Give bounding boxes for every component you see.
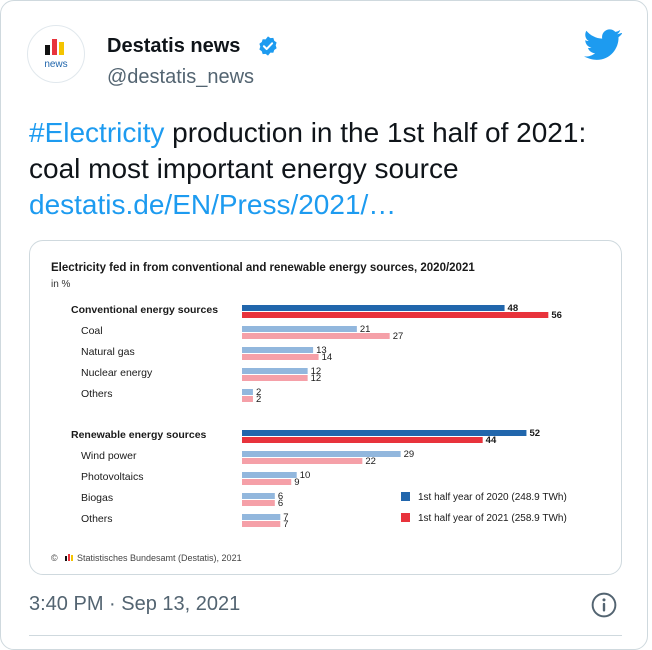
divider (29, 635, 622, 636)
category-label: Nuclear energy (81, 367, 153, 379)
twitter-bird-icon[interactable] (584, 29, 622, 61)
data-label: 12 (311, 373, 322, 384)
tweet-timestamp[interactable]: 3:40 PM · Sep 13, 2021 (29, 593, 241, 615)
destatis-logo-bars (45, 39, 69, 55)
data-label: 13 (316, 345, 327, 356)
data-label: 29 (404, 449, 415, 460)
bar (242, 333, 390, 339)
data-label: 52 (529, 428, 540, 439)
data-label: 7 (283, 512, 288, 523)
data-label: 9 (294, 477, 299, 488)
source-logo-icon (65, 554, 73, 561)
data-label: 22 (365, 456, 376, 467)
bar (242, 375, 308, 381)
bar (242, 479, 292, 485)
avatar[interactable]: news (27, 25, 85, 83)
data-label: 6 (278, 491, 283, 502)
category-label: Coal (81, 325, 103, 337)
bar (242, 312, 549, 318)
data-label: 12 (311, 366, 322, 377)
avatar-label: news (44, 59, 68, 70)
tweet-text: #Electricity production in the 1st half … (29, 115, 619, 223)
legend-swatch (401, 513, 410, 522)
bar (242, 458, 363, 464)
bar (242, 493, 275, 499)
data-label: 2 (256, 387, 261, 398)
bar (242, 430, 527, 436)
category-label: Renewable energy sources (71, 429, 207, 441)
category-label: Others (81, 388, 113, 400)
bar (242, 326, 357, 332)
bar (242, 347, 314, 353)
legend-label: 1st half year of 2021 (258.9 TWh) (418, 513, 567, 524)
bar-chart: Electricity fed in from conventional and… (51, 262, 567, 563)
bar (242, 368, 308, 374)
data-label: 14 (322, 352, 333, 363)
bar (242, 389, 253, 395)
bar (242, 437, 483, 443)
chart-image-card[interactable]: Electricity fed in from conventional and… (29, 240, 622, 575)
category-label: Conventional energy sources (71, 304, 218, 316)
copyright-symbol: © (51, 553, 58, 563)
category-label: Photovoltaics (81, 471, 143, 483)
data-label: 56 (551, 310, 562, 321)
data-label: 48 (508, 303, 519, 314)
legend-swatch (401, 492, 410, 501)
data-label: 2 (256, 394, 261, 405)
chart-subtitle: in % (51, 279, 71, 290)
category-label: Natural gas (81, 346, 135, 358)
hashtag-link[interactable]: #Electricity (29, 117, 165, 148)
bar (242, 396, 253, 402)
bar (242, 451, 401, 457)
author-handle[interactable]: @destatis_news (107, 66, 255, 88)
data-label: 44 (486, 435, 497, 446)
url-link[interactable]: destatis.de/EN/Press/2021/… (29, 189, 397, 220)
bar (242, 472, 297, 478)
data-label: 6 (278, 498, 283, 509)
bar (242, 354, 319, 360)
data-label: 21 (360, 324, 371, 335)
verified-badge-icon (259, 36, 277, 56)
chart-source: Statistisches Bundesamt (Destatis), 2021 (77, 553, 242, 563)
data-label: 27 (393, 331, 404, 342)
category-label: Biogas (81, 492, 113, 504)
chart-legend: 1st half year of 2020 (248.9 TWh) 1st hal… (401, 492, 567, 524)
bar (242, 500, 275, 506)
bar (242, 521, 281, 527)
tweet-body-text: production in the 1st half of 2021: coal… (29, 117, 587, 184)
category-label: Others (81, 513, 113, 525)
author-name[interactable]: Destatis news (107, 35, 241, 57)
data-label: 7 (283, 519, 288, 530)
bar (242, 514, 281, 520)
data-label: 10 (300, 470, 311, 481)
legend-label: 1st half year of 2020 (248.9 TWh) (418, 492, 567, 503)
chart-title: Electricity fed in from conventional and… (51, 262, 475, 274)
info-icon[interactable] (591, 592, 617, 618)
category-label: Wind power (81, 450, 137, 462)
bar (242, 305, 505, 311)
